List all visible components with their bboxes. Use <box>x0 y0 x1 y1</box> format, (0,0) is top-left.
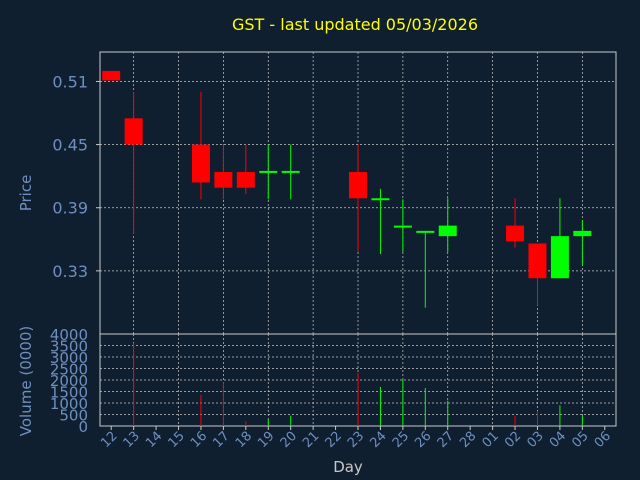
candle-body <box>371 198 390 201</box>
candle-body <box>349 171 367 199</box>
volume-tick-label: 2500 <box>50 361 88 379</box>
volume-tick-label: 1000 <box>50 395 88 413</box>
price-tick-label: 0.39 <box>52 199 88 218</box>
volume-tick-label: 4000 <box>50 326 88 344</box>
volume-tick-label: 1500 <box>50 384 88 402</box>
candle-body <box>214 171 233 188</box>
volume-tick-label: 0 <box>78 418 88 436</box>
candle-body <box>191 144 210 183</box>
volume-tick-label: 3500 <box>50 338 88 356</box>
candles <box>102 70 592 308</box>
volume-axis-label: Volume (0000) <box>17 326 35 436</box>
candle-body <box>550 236 569 279</box>
volume-tick-label: 2000 <box>50 372 88 390</box>
candle-body <box>102 70 121 81</box>
price-tick-label: 0.51 <box>52 72 88 91</box>
volume-tick-label: 3000 <box>50 349 88 367</box>
price-axis-ticks: 0.51 0.45 0.39 0.33 <box>52 72 100 281</box>
candle-body <box>528 243 547 279</box>
candle-body <box>236 171 255 188</box>
day-axis-ticks: 12 13 14 15 16 17 18 19 20 21 22 23 24 25 26 27 28 01 02 03… <box>98 426 614 451</box>
chart-title: GST - last updated 05/03/2026 <box>232 15 478 34</box>
candle-body <box>416 230 435 233</box>
candle-body <box>393 225 412 228</box>
candle-body <box>281 170 300 173</box>
price-tick-label: 0.33 <box>52 262 88 281</box>
price-tick-label: 0.45 <box>52 136 88 155</box>
candle-body <box>573 230 592 237</box>
volume-bars <box>133 343 583 426</box>
candle-body <box>506 225 525 242</box>
candle-body <box>259 170 278 173</box>
candle-body <box>124 118 143 145</box>
candle-body <box>438 225 457 237</box>
volume-tick-label: 500 <box>59 407 88 425</box>
x-axis-label: Day <box>333 458 363 476</box>
price-axis-label: Price <box>17 175 35 212</box>
